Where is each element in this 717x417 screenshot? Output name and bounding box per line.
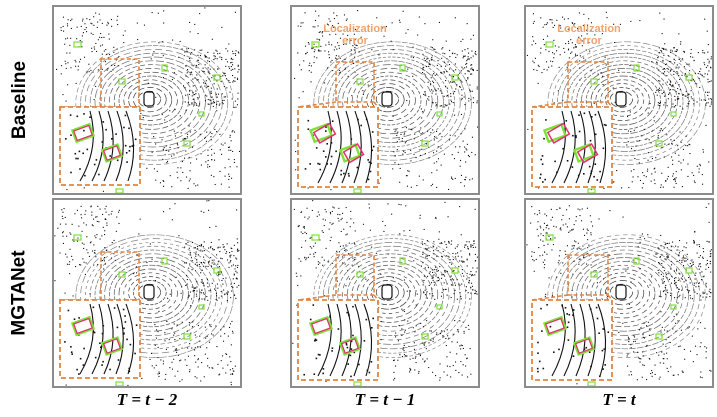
lidar-scene [526,203,712,386]
panel-mgtanet-t-1 [290,198,480,388]
zoom-region [297,61,379,108]
scan-rings [547,41,706,165]
point-cloud [294,10,478,191]
panel-baseline-t-1: Localization error [290,5,480,195]
localization-error-annotation: Localization error [323,23,387,47]
scan-rings [75,234,234,358]
ego-vehicle-icon [615,91,627,107]
ego-vehicle-icon [143,91,155,107]
lidar-scene [526,11,712,193]
zoom-region [60,58,140,108]
column-label-t-minus-2: T = t − 2 [116,390,178,409]
lidar-scene [54,200,240,386]
ego-vehicle-icon [381,91,393,107]
scan-rings [313,234,472,358]
row-label-mgtanet: MGTANet [9,250,31,336]
lidar-scene [294,10,478,193]
zoom-inset [59,299,141,379]
point-cloud [526,11,712,191]
zoom-region [297,254,379,301]
ego-vehicle-icon [615,284,627,300]
zoom-region [531,61,613,108]
ego-vehicle-icon [143,284,155,300]
column-label-t: T = t [602,390,636,409]
point-cloud [56,7,240,192]
zoom-inset [531,299,613,381]
panel-mgtanet-t-2 [52,198,242,388]
zoom-region [531,254,613,301]
zoom-inset [297,106,379,188]
lidar-scene [292,200,478,386]
lidar-scene [56,7,240,193]
zoom-inset [297,299,379,381]
scan-rings [75,41,234,165]
ego-vehicle-icon [381,284,393,300]
zoom-inset [531,106,613,188]
localization-error-annotation: Localization error [557,23,621,47]
point-cloud [526,203,712,385]
panel-baseline-t: Localization error [524,5,714,195]
row-label-baseline: Baseline [9,60,30,140]
zoom-inset [59,106,141,186]
panel-mgtanet-t [524,198,714,388]
panel-baseline-t-2 [52,5,242,195]
column-label-t-minus-1: T = t − 1 [354,390,416,409]
